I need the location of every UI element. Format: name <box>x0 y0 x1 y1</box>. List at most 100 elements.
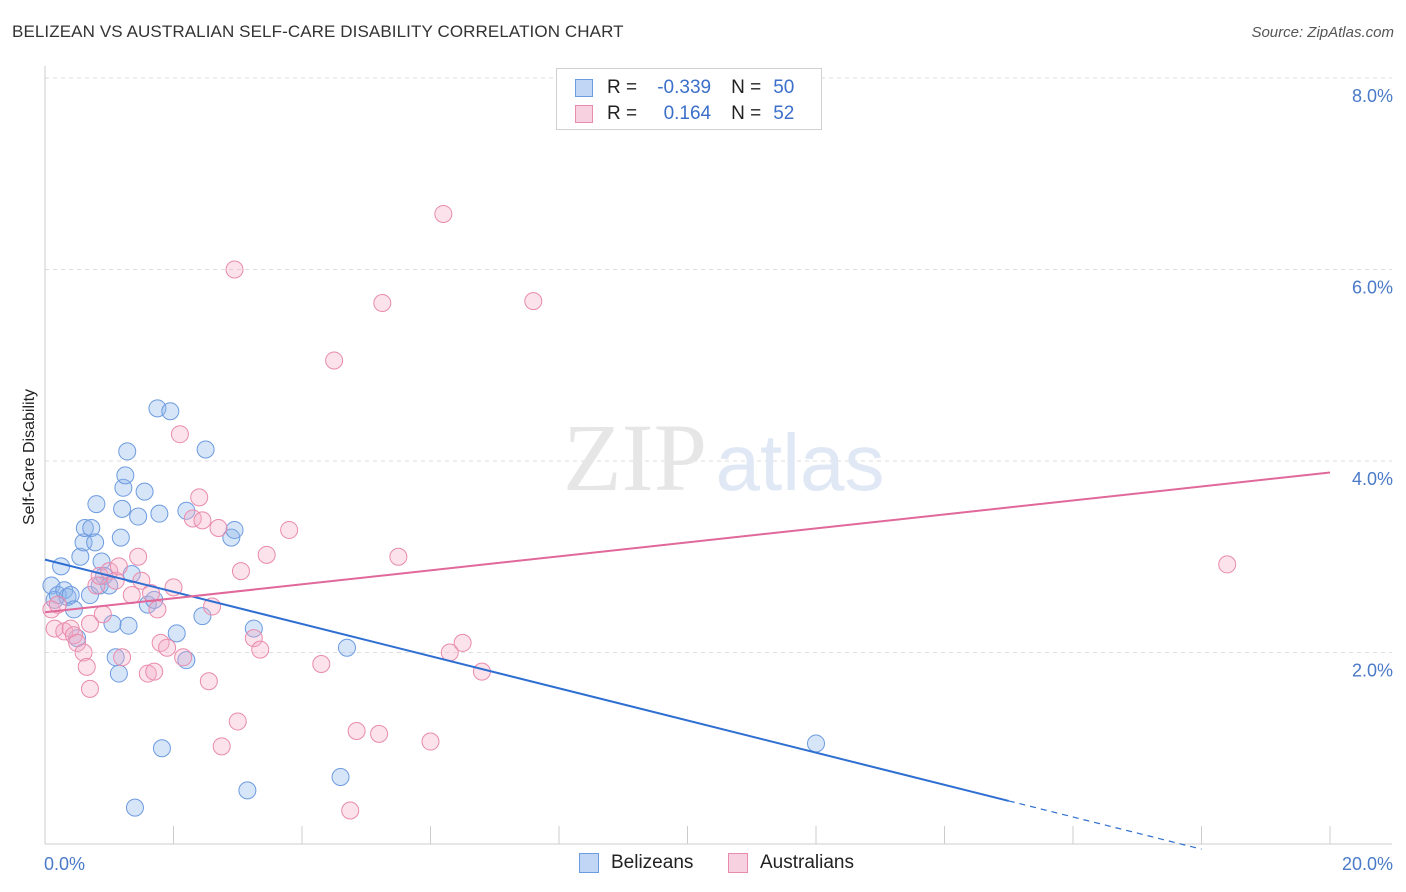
y-tick-label: 6.0% <box>1352 278 1393 298</box>
point-australians <box>209 519 228 538</box>
point-australians <box>347 722 366 741</box>
point-australians <box>87 576 106 595</box>
point-australians <box>74 643 93 662</box>
point-australians <box>129 547 148 566</box>
point-australians <box>312 654 331 673</box>
point-australians <box>251 640 270 659</box>
point-belizeans <box>225 520 244 539</box>
legend-r-label: R = <box>607 77 638 98</box>
point-australians <box>472 662 491 681</box>
point-belizeans <box>807 734 825 753</box>
legend-r-value: -0.339 <box>657 77 712 98</box>
watermark-atlas: atlas <box>716 418 885 507</box>
point-belizeans <box>238 781 257 800</box>
legend-r-label: R = <box>607 103 638 124</box>
point-australians <box>145 662 164 681</box>
series-legend-australians[interactable]: Australians <box>728 852 854 874</box>
point-australians <box>190 488 209 507</box>
point-belizeans <box>119 616 138 635</box>
point-belizeans <box>177 501 196 520</box>
point-australians <box>244 629 263 648</box>
series-swatch-belizeans <box>579 853 599 873</box>
point-belizeans <box>193 607 212 626</box>
point-australians <box>453 633 472 652</box>
point-belizeans <box>118 442 137 461</box>
series-name-belizeans: Belizeans <box>611 852 694 873</box>
point-belizeans <box>82 519 101 538</box>
correlation-legend: R = -0.339 N = 50 R = 0.164 N = 52 <box>556 68 822 130</box>
data-points <box>42 204 1237 820</box>
point-australians <box>93 605 112 624</box>
y-tick-label: 4.0% <box>1352 469 1393 489</box>
point-belizeans <box>92 552 111 571</box>
legend-n-value: 52 <box>773 103 795 124</box>
point-belizeans <box>135 482 154 501</box>
point-australians <box>109 557 128 576</box>
point-belizeans <box>80 586 99 605</box>
point-belizeans <box>61 586 80 605</box>
point-australians <box>421 732 440 751</box>
point-belizeans <box>196 440 215 459</box>
point-australians <box>524 292 543 311</box>
point-belizeans <box>129 507 148 526</box>
point-belizeans <box>109 664 128 683</box>
legend-row-belizeans: R = -0.339 N = 50 <box>575 77 794 99</box>
trend-lines <box>44 471 1331 850</box>
watermark-zip: ZIP <box>563 404 707 511</box>
watermark: ZIP atlas <box>563 404 884 511</box>
legend-swatch-australians <box>575 105 593 123</box>
point-australians <box>68 633 87 652</box>
legend-row-australians: R = 0.164 N = 52 <box>575 103 794 125</box>
point-belizeans <box>86 533 105 552</box>
point-belizeans <box>150 504 169 523</box>
point-australians <box>80 679 99 698</box>
point-australians <box>158 638 177 657</box>
point-belizeans <box>125 798 144 817</box>
point-australians <box>434 204 453 223</box>
point-australians <box>199 672 218 691</box>
source-credit: Source: ZipAtlas.com <box>1251 24 1394 41</box>
x-tick-labels: 0.0% 20.0% <box>44 854 1393 874</box>
point-australians <box>373 294 392 313</box>
y-tick-label: 8.0% <box>1352 86 1393 106</box>
legend-n-label: N = <box>731 77 762 98</box>
point-australians <box>193 511 212 530</box>
point-australians <box>389 547 408 566</box>
point-australians <box>174 648 193 667</box>
point-belizeans <box>52 557 71 576</box>
grid-lines <box>45 77 1392 653</box>
chart-title: BELIZEAN VS AUSTRALIAN SELF-CARE DISABIL… <box>12 22 624 41</box>
point-belizeans <box>113 499 132 518</box>
point-belizeans <box>116 466 135 485</box>
point-belizeans <box>152 739 171 758</box>
point-australians <box>138 664 157 683</box>
point-australians <box>280 520 299 539</box>
point-australians <box>370 724 389 743</box>
point-belizeans <box>87 495 106 514</box>
y-tick-label: 2.0% <box>1352 661 1393 681</box>
x-tick-label: 0.0% <box>44 854 85 874</box>
point-belizeans <box>103 614 122 633</box>
point-australians <box>231 562 250 581</box>
point-belizeans <box>167 624 186 643</box>
series-name-australians: Australians <box>760 852 854 873</box>
point-australians <box>325 351 344 370</box>
point-australians <box>228 712 247 731</box>
point-australians <box>113 648 132 667</box>
point-australians <box>225 260 244 279</box>
legend-n-label: N = <box>731 103 762 124</box>
series-legend-belizeans[interactable]: Belizeans <box>579 852 693 874</box>
point-australians <box>212 737 231 756</box>
axes <box>44 66 1392 845</box>
point-belizeans <box>111 528 130 547</box>
point-belizeans <box>71 547 90 566</box>
trend-line-australians <box>44 471 1331 614</box>
point-belizeans <box>331 767 350 786</box>
point-australians <box>77 657 96 676</box>
point-australians <box>170 425 189 444</box>
series-legend: Belizeans Australians <box>0 852 1406 876</box>
point-australians <box>1218 555 1237 574</box>
point-australians <box>80 614 99 633</box>
point-belizeans <box>177 651 196 670</box>
